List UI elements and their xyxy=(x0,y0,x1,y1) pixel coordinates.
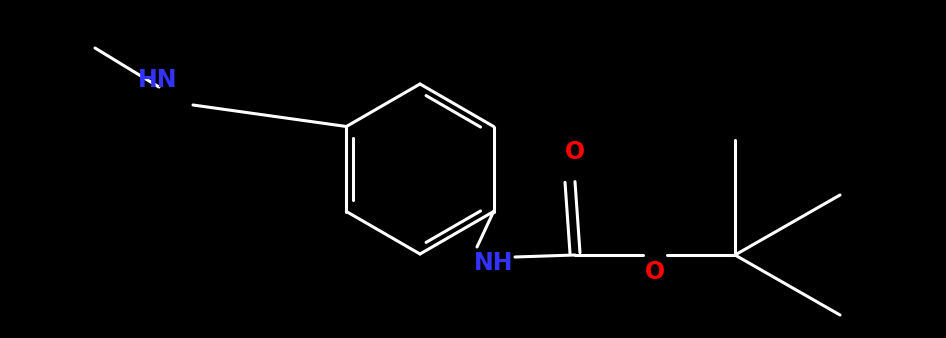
Text: O: O xyxy=(565,140,585,164)
Text: NH: NH xyxy=(474,251,514,275)
Text: O: O xyxy=(645,260,665,284)
Text: HN: HN xyxy=(138,68,178,92)
